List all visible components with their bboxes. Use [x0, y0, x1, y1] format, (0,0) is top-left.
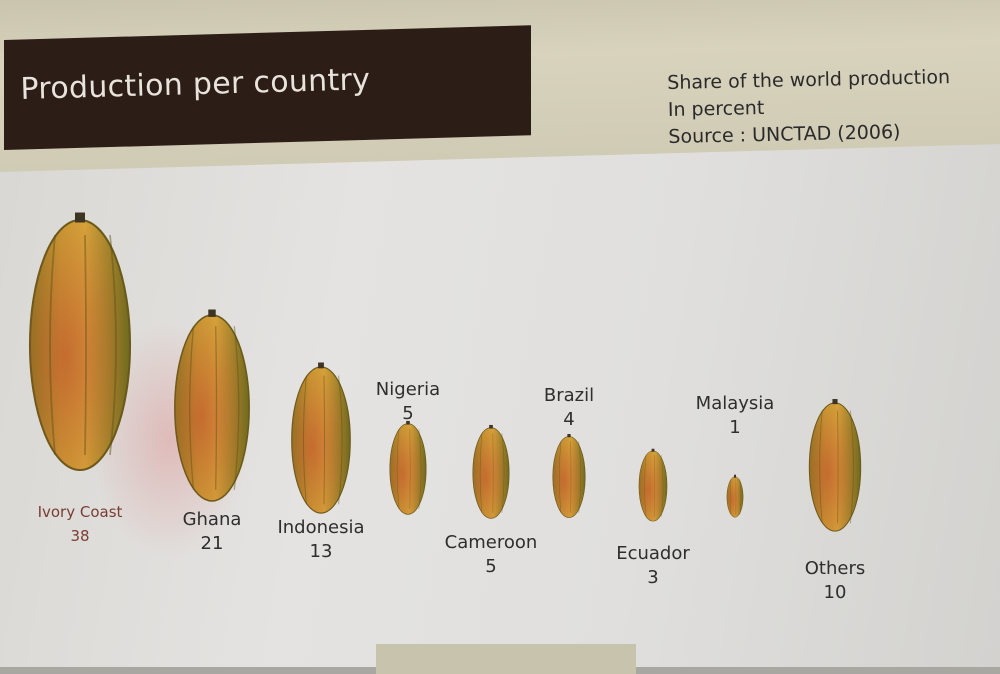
value-cameroon: 5 [485, 556, 496, 577]
pod-brazil [552, 434, 586, 518]
value-ecuador: 3 [647, 567, 658, 588]
value-indonesia: 13 [310, 541, 333, 562]
label-cameroon: Cameroon [445, 532, 538, 553]
pod-ecuador [638, 448, 668, 522]
country-labels: Ivory Coast38Ghana21Indonesia13Nigeria5C… [38, 379, 866, 603]
label-brazil: Brazil [544, 385, 594, 406]
pod-malaysia [726, 474, 744, 518]
label-ivory-coast: Ivory Coast [38, 503, 123, 521]
label-ecuador: Ecuador [616, 543, 690, 564]
label-nigeria: Nigeria [376, 379, 440, 400]
value-brazil: 4 [563, 409, 574, 430]
value-ivory-coast: 38 [70, 527, 89, 545]
label-others: Others [805, 558, 866, 579]
pod-others [808, 399, 862, 532]
pod-markers [28, 212, 862, 532]
value-malaysia: 1 [729, 417, 740, 438]
value-nigeria: 5 [402, 403, 413, 424]
pod-cameroon [472, 424, 510, 519]
label-ghana: Ghana [183, 509, 242, 530]
value-others: 10 [824, 582, 847, 603]
pod-nigeria [389, 420, 427, 515]
pod-ivory-coast [28, 212, 132, 472]
label-malaysia: Malaysia [696, 393, 775, 414]
label-indonesia: Indonesia [277, 517, 364, 538]
pod-ghana [174, 309, 250, 502]
pod-indonesia [291, 362, 351, 514]
value-ghana: 21 [201, 533, 224, 554]
